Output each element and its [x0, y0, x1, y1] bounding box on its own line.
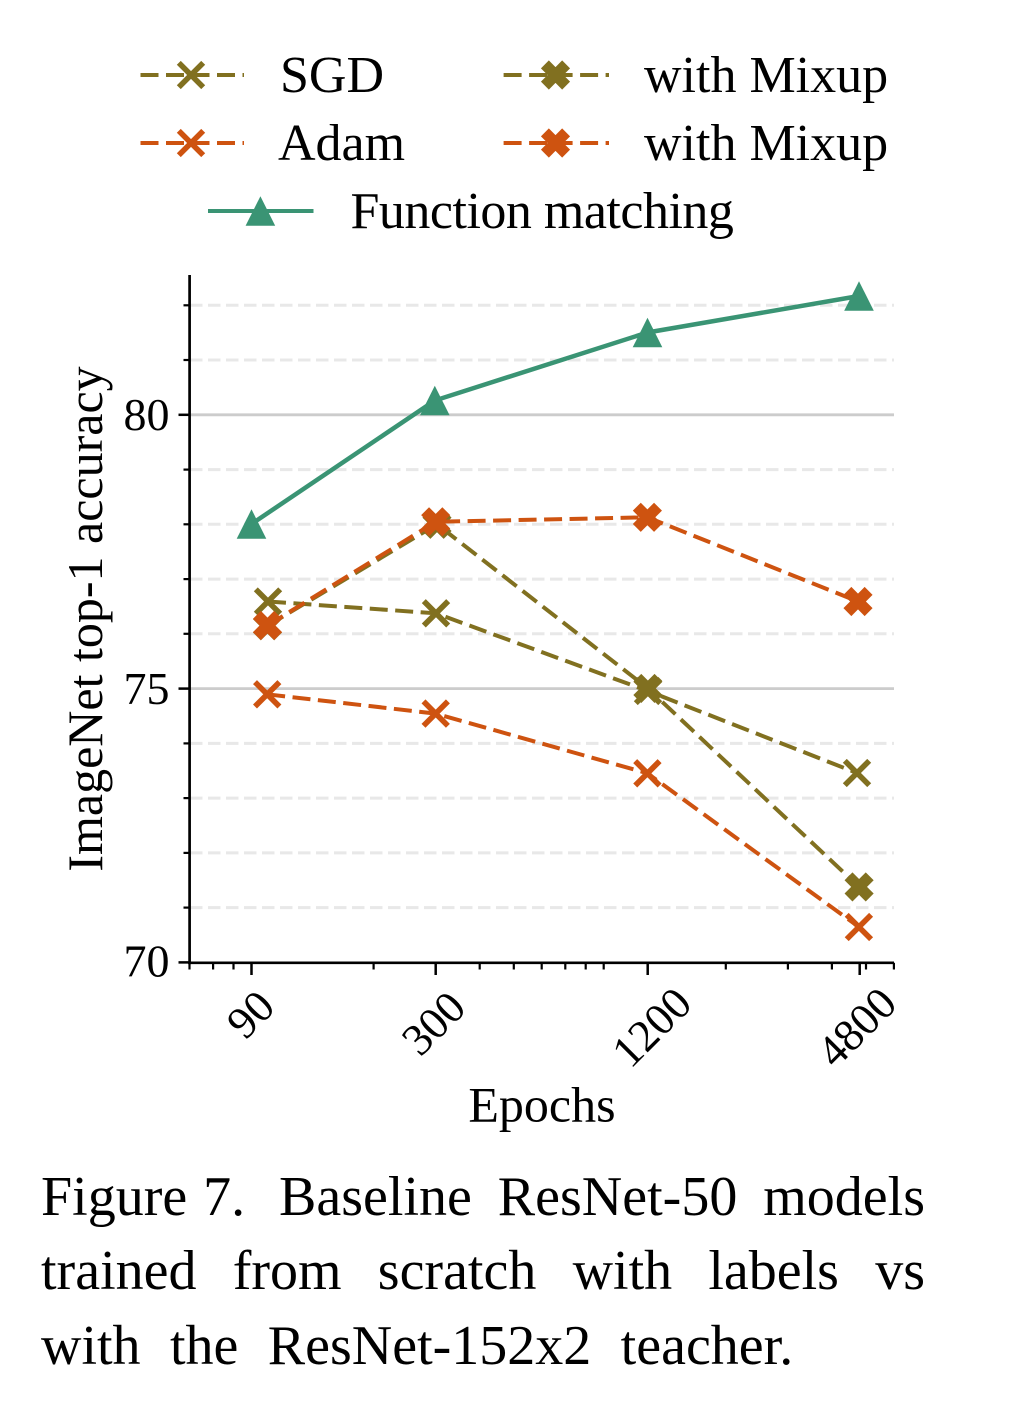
svg-text:300: 300	[392, 982, 475, 1065]
svg-text:with Mixup: with Mixup	[644, 47, 888, 104]
svg-text:Adam: Adam	[278, 115, 405, 172]
svg-text:Epochs: Epochs	[468, 1077, 615, 1133]
svg-text:70: 70	[124, 936, 170, 987]
svg-text:Function matching: Function matching	[351, 183, 734, 240]
svg-text:1200: 1200	[602, 978, 701, 1077]
svg-text:75: 75	[124, 663, 170, 714]
svg-text:with Mixup: with Mixup	[644, 115, 888, 172]
svg-text:80: 80	[124, 389, 170, 440]
svg-text:90: 90	[217, 981, 284, 1048]
svg-text:SGD: SGD	[280, 47, 384, 104]
svg-text:ImageNet top-1 accuracy: ImageNet top-1 accuracy	[57, 366, 113, 871]
svg-text:4800: 4800	[807, 978, 906, 1077]
